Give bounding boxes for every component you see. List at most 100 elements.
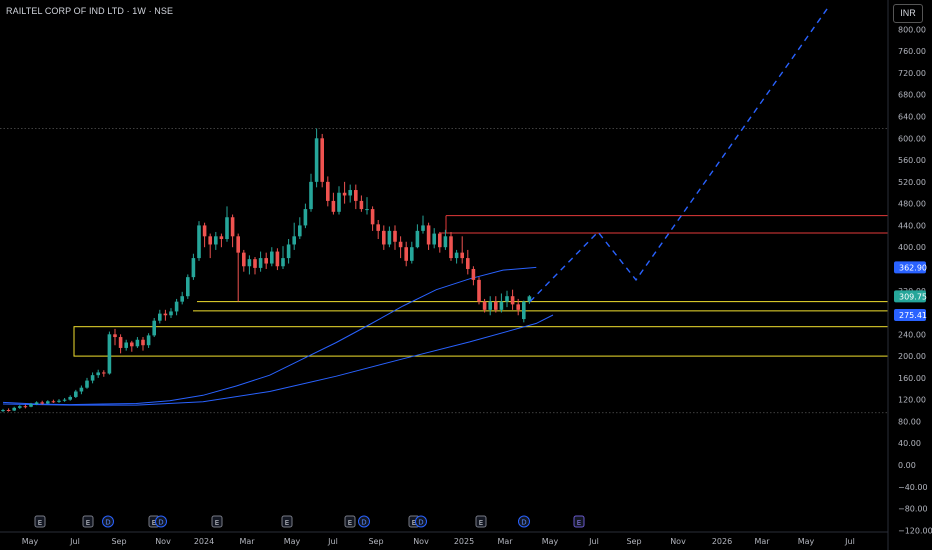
x-tick-label: May <box>22 537 39 546</box>
candle <box>454 249 459 264</box>
svg-text:D: D <box>158 519 163 527</box>
projection-path[interactable] <box>529 7 829 303</box>
earnings-marker[interactable]: E <box>281 515 293 528</box>
candle <box>376 219 380 240</box>
candle <box>354 184 358 210</box>
candle <box>29 402 33 408</box>
candle <box>34 401 39 406</box>
dividend-marker[interactable]: D <box>358 515 370 528</box>
candle <box>1 408 5 413</box>
y-tick-label: 400.00 <box>898 243 926 252</box>
candle <box>18 405 22 409</box>
candle <box>174 298 179 316</box>
candle <box>225 206 229 242</box>
candle <box>275 248 280 271</box>
svg-text:D: D <box>105 519 110 527</box>
dividend-marker[interactable]: D <box>102 515 114 528</box>
candle <box>253 257 257 275</box>
candle <box>326 176 330 207</box>
price-badge-0: 362.90 <box>894 261 927 274</box>
dividend-marker[interactable]: D <box>518 515 530 528</box>
candle <box>242 249 246 272</box>
candle <box>146 333 151 348</box>
candle <box>499 293 504 313</box>
candle <box>337 186 341 215</box>
svg-text:275.41: 275.41 <box>899 311 927 320</box>
earnings-marker[interactable]: E <box>34 515 46 528</box>
svg-text:E: E <box>285 519 289 527</box>
candle <box>466 249 470 275</box>
candle <box>488 296 492 316</box>
y-tick-label: 40.00 <box>898 439 921 448</box>
y-tick-label: 120.00 <box>898 396 926 405</box>
candle <box>51 399 56 403</box>
y-tick-label: 480.00 <box>898 200 926 209</box>
svg-text:E: E <box>38 519 42 527</box>
earnings-marker[interactable]: E <box>211 515 223 528</box>
currency-selector[interactable]: INR <box>893 4 923 23</box>
svg-text:D: D <box>418 519 423 527</box>
svg-text:309.75: 309.75 <box>899 292 927 301</box>
y-tick-label: 0.00 <box>898 461 916 470</box>
candle <box>208 233 212 259</box>
candle <box>141 337 145 351</box>
candle <box>410 241 414 264</box>
earnings-marker[interactable]: E <box>573 515 585 528</box>
y-tick-label: −40.00 <box>898 483 928 492</box>
svg-text:E: E <box>86 519 90 527</box>
candle <box>236 233 240 302</box>
dividend-marker[interactable]: D <box>155 515 167 528</box>
earnings-marker[interactable]: E <box>82 515 94 528</box>
candle <box>186 274 190 299</box>
price-badge-2: 275.41 <box>894 309 927 322</box>
candle <box>6 408 11 412</box>
x-tick-label: Mar <box>497 537 513 546</box>
candle <box>214 231 218 250</box>
svg-text:D: D <box>521 519 526 527</box>
dividend-marker[interactable]: D <box>415 515 427 528</box>
x-tick-label: Sep <box>368 537 383 546</box>
candle <box>230 214 235 248</box>
candle <box>12 406 16 412</box>
candle <box>258 251 263 272</box>
candle <box>398 236 403 259</box>
x-tick-label: Nov <box>670 537 686 546</box>
y-tick-label: 160.00 <box>898 374 926 383</box>
candle <box>382 225 386 250</box>
price-badge-1: 309.75 <box>894 290 927 303</box>
candle <box>102 370 106 377</box>
earnings-marker[interactable]: E <box>475 515 487 528</box>
candle <box>46 400 50 405</box>
candle <box>113 328 117 346</box>
candle <box>449 231 453 261</box>
y-tick-label: 440.00 <box>898 221 926 230</box>
candle <box>320 133 324 188</box>
candle <box>298 217 302 240</box>
candle <box>96 369 100 378</box>
x-tick-label: May <box>542 537 559 546</box>
chart-title: RAILTEL CORP OF IND LTD · 1W · NSE <box>6 6 174 16</box>
candle <box>510 289 515 310</box>
candle <box>342 181 347 204</box>
candle <box>169 308 173 318</box>
candle <box>197 221 201 261</box>
candle <box>393 225 397 250</box>
candle <box>365 197 369 215</box>
candle <box>309 173 313 212</box>
x-tick-label: 2026 <box>712 537 732 546</box>
x-tick-label: Sep <box>111 537 126 546</box>
x-tick-label: Jul <box>844 537 855 546</box>
candle <box>74 389 78 399</box>
x-tick-label: Nov <box>413 537 429 546</box>
candle <box>57 399 61 403</box>
earnings-marker[interactable]: E <box>344 515 356 528</box>
y-tick-label: 720.00 <box>898 69 926 78</box>
candle <box>303 203 308 229</box>
x-tick-label: May <box>284 537 301 546</box>
svg-text:E: E <box>412 519 416 527</box>
y-tick-label: 560.00 <box>898 156 926 165</box>
candle <box>158 309 162 324</box>
candle <box>68 395 72 401</box>
x-tick-label: 2025 <box>454 537 474 546</box>
